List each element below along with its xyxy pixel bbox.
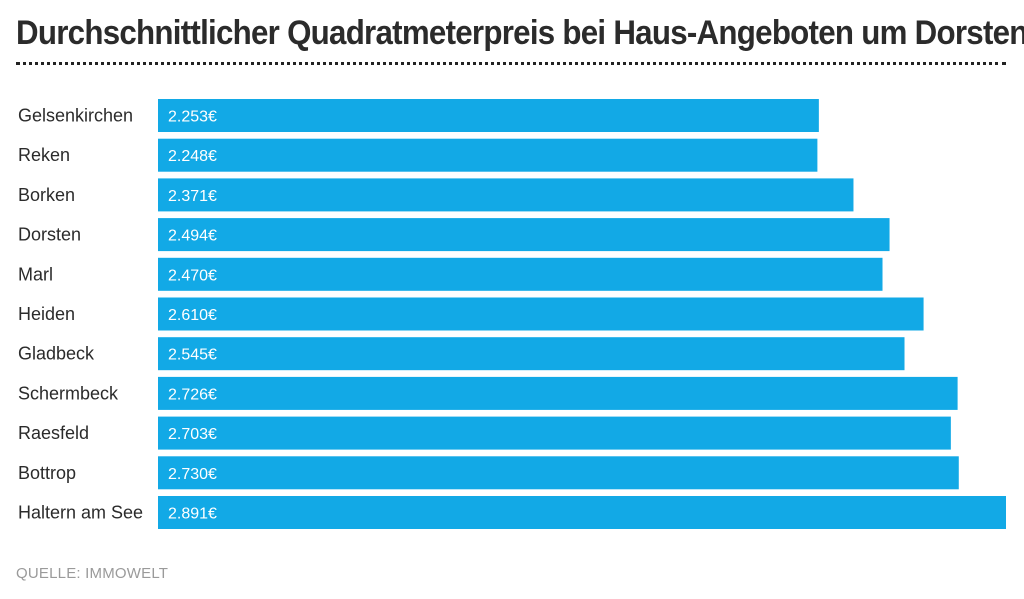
bar xyxy=(158,99,819,132)
category-label: Dorsten xyxy=(18,225,81,245)
value-label: 2.891€ xyxy=(168,506,217,523)
category-label: Reken xyxy=(18,145,70,165)
bar-row: Gelsenkirchen 2.253€ xyxy=(18,99,819,132)
bar-row: Reken 2.248€ xyxy=(18,138,818,172)
category-label: Heiden xyxy=(18,304,75,324)
bar-row: Haltern am See 2.891€ xyxy=(18,496,1006,529)
category-label: Gladbeck xyxy=(18,344,95,364)
bar-row: Marl 2.470€ xyxy=(18,257,883,291)
value-label: 2.371€ xyxy=(168,188,217,205)
value-label: 2.730€ xyxy=(168,466,217,483)
bar-chart: Gelsenkirchen 2.253€ Reken 2.248€ Borken 2.37… xyxy=(18,99,1006,529)
bar-row: Borken 2.371€ xyxy=(18,178,854,212)
bar xyxy=(158,416,951,450)
bar-row: Heiden 2.610€ xyxy=(18,297,924,331)
bar xyxy=(158,456,959,490)
bar-row: Dorsten 2.494€ xyxy=(18,218,890,252)
bar xyxy=(158,218,890,252)
value-label: 2.470€ xyxy=(168,267,217,284)
value-label: 2.248€ xyxy=(168,148,217,165)
bar-row: Raesfeld 2.703€ xyxy=(18,416,951,450)
category-label: Raesfeld xyxy=(18,423,89,443)
category-label: Bottrop xyxy=(18,463,76,483)
bar xyxy=(158,297,924,331)
bar xyxy=(158,496,1006,529)
category-label: Marl xyxy=(18,264,53,284)
category-label: Haltern am See xyxy=(18,503,143,523)
chart-title: Durchschnittlicher Quadratmeterpreis bei… xyxy=(16,14,1024,52)
bar xyxy=(158,138,818,172)
category-label: Borken xyxy=(18,185,75,205)
bar xyxy=(158,257,883,291)
category-label: Schermbeck xyxy=(18,383,119,403)
title-divider xyxy=(16,62,1006,65)
bar-row: Bottrop 2.730€ xyxy=(18,456,959,490)
value-label: 2.610€ xyxy=(168,307,217,324)
bar xyxy=(158,178,854,212)
value-label: 2.253€ xyxy=(168,109,217,126)
value-label: 2.726€ xyxy=(168,386,217,403)
bar xyxy=(158,376,958,410)
bar-row: Gladbeck 2.545€ xyxy=(18,337,905,371)
bar-row: Schermbeck 2.726€ xyxy=(18,376,958,410)
bar xyxy=(158,337,905,371)
value-label: 2.703€ xyxy=(168,426,217,443)
category-label: Gelsenkirchen xyxy=(18,106,133,126)
value-label: 2.545€ xyxy=(168,347,217,364)
value-label: 2.494€ xyxy=(168,228,217,245)
source-note: QUELLE: IMMOWELT xyxy=(16,565,169,582)
